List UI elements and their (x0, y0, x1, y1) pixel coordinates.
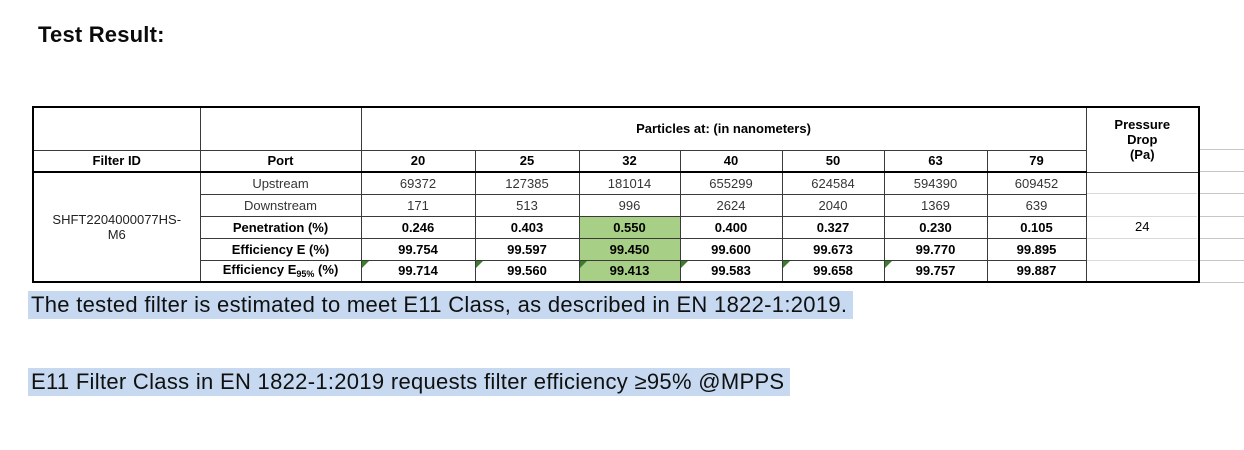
table-cell-highlighted: 99.450 (578, 237, 681, 261)
table-row: Particles at: (in nanometers) Pressure D… (32, 106, 1200, 173)
particles-header: Particles at: (in nanometers) (360, 106, 1087, 151)
row-label-text: Efficiency E (222, 262, 297, 278)
table-cell: 2040 (781, 193, 885, 217)
size-header-50: 50 (781, 149, 885, 173)
class-requirement-note: E11 Filter Class in EN 1822-1:2019 reque… (28, 366, 791, 398)
cell-text: 99.413 (609, 263, 650, 279)
table-cell-highlighted: 0.550 (578, 215, 681, 239)
pressure-drop-header-line: Pressure (1114, 117, 1171, 133)
gridline-stub (1199, 193, 1244, 194)
table-cell: 1369 (883, 193, 988, 217)
table-cell: 99.770 (883, 237, 988, 261)
gridline-stub (1199, 171, 1244, 172)
table-cell: 171 (360, 193, 476, 217)
pressure-drop-header-line: (Pa) (1129, 147, 1155, 163)
size-header-32: 32 (578, 149, 681, 173)
gridline-stub (1199, 260, 1244, 261)
cell-text: 99.887 (1016, 263, 1057, 279)
size-header-63: 63 (883, 149, 988, 173)
row-label: Efficiency E (%) (199, 237, 362, 261)
pressure-drop-value: 24 (1085, 171, 1200, 283)
table-cell: 624584 (781, 171, 885, 195)
table-row: Filter ID Port 20 25 32 40 50 63 79 (32, 149, 1199, 173)
gridline-stub (1199, 216, 1244, 217)
cell-text: 99.583 (711, 263, 751, 279)
table-cell: 0.230 (883, 215, 988, 239)
table-cell: 0.403 (474, 215, 580, 239)
table-cell: 99.583 (679, 259, 783, 283)
row-label: Downstream (199, 193, 362, 217)
page-title: Test Result: (38, 22, 165, 47)
table-cell: 0.327 (781, 215, 885, 239)
row-label: Penetration (%) (199, 215, 362, 239)
table-cell: 181014 (578, 171, 681, 195)
cell-flag-icon (476, 261, 483, 268)
row-label-subscript: 95% (296, 269, 315, 280)
filter-id-text: SHFT2204000077HS-M6 (52, 212, 182, 242)
row-label: Upstream (199, 171, 362, 195)
cell-text: 99.560 (507, 263, 547, 279)
table-cell-highlighted: 99.413 (578, 259, 681, 283)
filter-id-header: Filter ID (32, 149, 201, 173)
gridline-stub (1199, 282, 1244, 283)
table-row-downstream: Downstream 171 513 996 2624 2040 1369 63… (33, 193, 1199, 217)
table-cell: 0.105 (986, 215, 1087, 239)
gridline-stub (1199, 238, 1244, 239)
cell-flag-icon (885, 261, 892, 268)
pressure-drop-header: Pressure Drop (Pa) (1085, 106, 1200, 173)
conclusion-note-text: The tested filter is estimated to meet E… (28, 291, 854, 319)
table-row-upstream: SHFT2204000077HS-M6 Upstream 69372 12738… (32, 171, 1200, 283)
conclusion-note: The tested filter is estimated to meet E… (28, 289, 854, 321)
table-cell: 99.560 (474, 259, 580, 283)
table-cell: 99.658 (781, 259, 885, 283)
filter-id-header-spacer (32, 106, 201, 151)
test-result-table: Particles at: (in nanometers) Pressure D… (32, 106, 1200, 283)
table-cell: 0.400 (679, 215, 783, 239)
table-cell: 99.600 (679, 237, 783, 261)
table-cell: 99.714 (360, 259, 476, 283)
class-requirement-note-text: E11 Filter Class in EN 1822-1:2019 reque… (28, 368, 791, 396)
table-cell: 99.673 (781, 237, 885, 261)
size-header-25: 25 (474, 149, 580, 173)
table-cell: 655299 (679, 171, 783, 195)
table-cell: 0.246 (360, 215, 476, 239)
filter-id-value: SHFT2204000077HS-M6 (32, 171, 201, 283)
port-header-spacer (199, 106, 362, 151)
table-cell: 99.887 (986, 259, 1087, 283)
table-cell: 69372 (360, 171, 476, 195)
table-cell: 99.754 (360, 237, 476, 261)
table-row-penetration: Penetration (%) 0.246 0.403 0.550 0.400 … (33, 215, 1199, 239)
table-cell: 594390 (883, 171, 988, 195)
table-cell: 513 (474, 193, 580, 217)
pressure-drop-header-line: Drop (1127, 132, 1158, 148)
row-label-text: (%) (314, 262, 339, 278)
table-row-efficiency-e: Efficiency E (%) 99.754 99.597 99.450 99… (33, 237, 1199, 261)
table-cell: 127385 (474, 171, 580, 195)
port-header: Port (199, 149, 362, 173)
gridline-stub (1199, 149, 1244, 150)
size-header-40: 40 (679, 149, 783, 173)
table-cell: 639 (986, 193, 1087, 217)
cell-flag-icon (362, 261, 369, 268)
cell-flag-icon (681, 261, 688, 268)
table-cell: 2624 (679, 193, 783, 217)
table-cell: 996 (578, 193, 681, 217)
cell-text: 99.658 (813, 263, 853, 279)
table-row-efficiency-e95: Efficiency E95% (%) 99.714 99.560 99.413… (33, 259, 1199, 283)
cell-flag-icon (580, 261, 587, 268)
size-header-20: 20 (360, 149, 476, 173)
cell-text: 99.757 (915, 263, 956, 279)
cell-flag-icon (783, 261, 790, 268)
size-header-79: 79 (986, 149, 1087, 173)
table-cell: 609452 (986, 171, 1087, 195)
table-cell: 99.895 (986, 237, 1087, 261)
table-cell: 99.757 (883, 259, 988, 283)
row-label: Efficiency E95% (%) (199, 259, 362, 283)
cell-text: 99.714 (398, 263, 438, 279)
table-cell: 99.597 (474, 237, 580, 261)
